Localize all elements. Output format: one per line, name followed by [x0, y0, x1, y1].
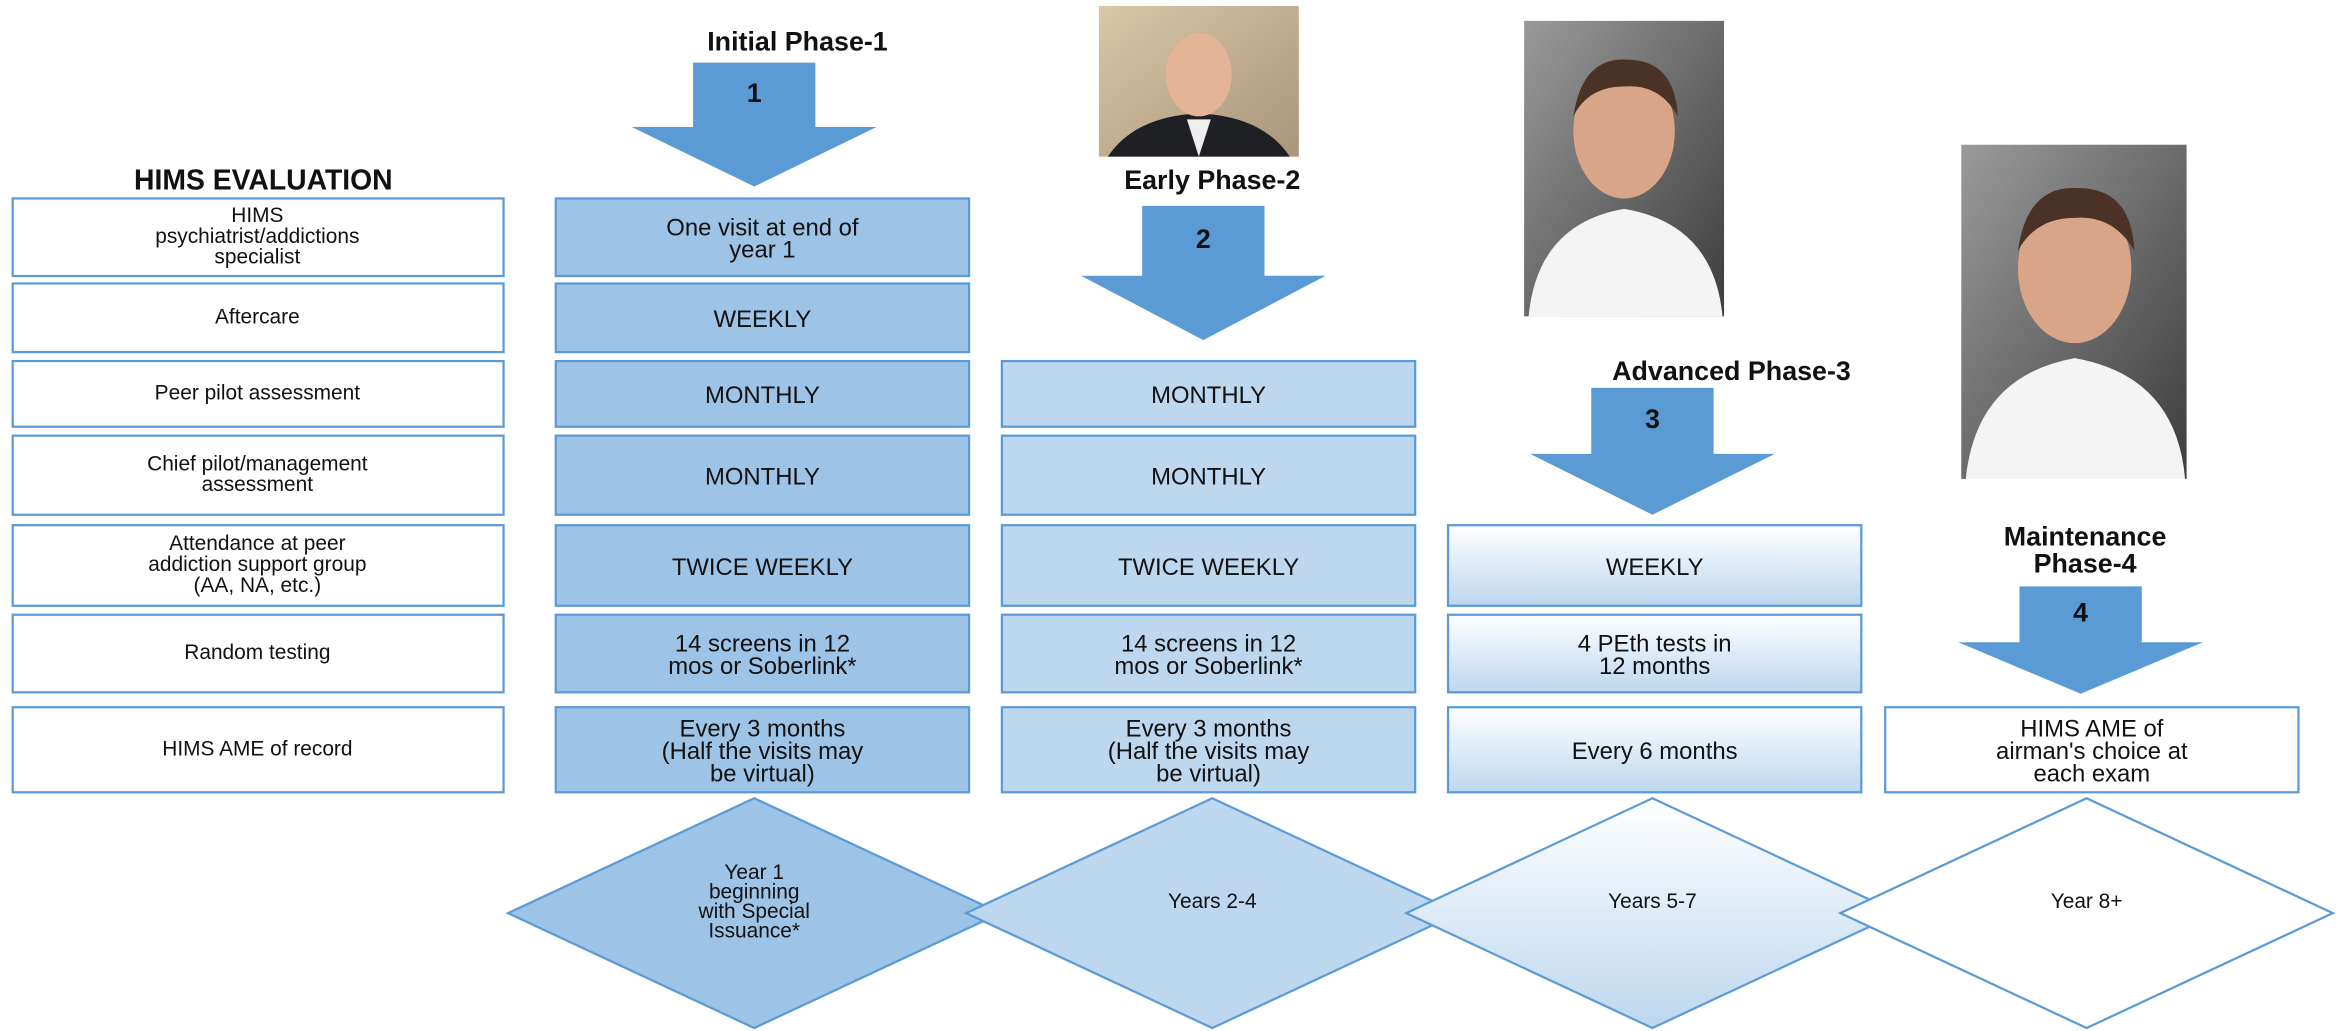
phase-title: Early Phase-2	[1124, 165, 1300, 195]
cell-text: MONTHLY	[705, 464, 820, 491]
phase-cell	[1446, 613, 1863, 694]
cell-text: 12 months	[1599, 653, 1710, 680]
phase-cell	[554, 613, 971, 694]
duration-text: with Special	[698, 900, 810, 923]
row-label: Chief pilot/management	[147, 452, 368, 475]
cell-text: 4 PEth tests in	[1578, 631, 1732, 658]
cell-text: year 1	[729, 237, 795, 264]
row-label: Attendance at peer	[169, 532, 345, 555]
cell-text: (Half the visits may	[1108, 738, 1310, 765]
phase-cell	[1000, 706, 1417, 794]
photo	[1098, 5, 1299, 157]
cell-text: Every 3 months	[1126, 716, 1292, 743]
duration-text: beginning	[709, 881, 800, 904]
duration-text: Year 1	[724, 861, 784, 884]
cell-text: each exam	[2033, 760, 2150, 787]
duration-diamond	[1403, 797, 1902, 1030]
cell-text: MONTHLY	[1151, 464, 1266, 491]
row-label: specialist	[214, 246, 300, 269]
phase-cell	[1446, 524, 1863, 607]
phase-cell	[554, 359, 971, 428]
row-label: Random testing	[184, 641, 330, 664]
row-label-box	[11, 282, 505, 354]
cell-text: MONTHLY	[1151, 382, 1266, 409]
cell-text: HIMS AME of	[2020, 716, 2164, 743]
cell-text: One visit at end of	[666, 214, 859, 241]
cell-text: airman's choice at	[1996, 738, 2188, 765]
row-label: (AA, NA, etc.)	[194, 574, 322, 597]
row-label: Aftercare	[215, 305, 300, 328]
duration-text: Years 5-7	[1608, 890, 1697, 913]
photo	[1961, 144, 2187, 479]
phase-cell	[554, 197, 971, 278]
cell-text: mos or Soberlink*	[668, 653, 856, 680]
phase-cell	[1884, 706, 2300, 794]
duration-diamond	[505, 797, 1004, 1030]
row-label: HIMS AME of record	[162, 737, 352, 760]
duration-text: Year 8+	[2051, 890, 2123, 913]
phase-number: 2	[1196, 224, 1211, 254]
phase-number: 1	[747, 78, 762, 108]
phase-number: 3	[1645, 404, 1660, 434]
row-label: HIMS	[231, 204, 283, 227]
row-label: psychiatrist/addictions	[155, 225, 359, 248]
phase-cell	[1000, 359, 1417, 428]
row-label-box	[11, 434, 505, 516]
phase-cell	[554, 524, 971, 607]
row-label-box	[11, 524, 505, 607]
row-label-box	[11, 706, 505, 794]
cell-text: MONTHLY	[705, 382, 820, 409]
phase-cell	[1000, 434, 1417, 516]
phase-cell	[1000, 524, 1417, 607]
cell-text: TWICE WEEKLY	[1118, 554, 1299, 581]
phase-cell	[1446, 706, 1863, 794]
phase-title: Phase-4	[2034, 549, 2137, 579]
row-label-box	[11, 359, 505, 428]
cell-text: WEEKLY	[1606, 554, 1704, 581]
cell-text: (Half the visits may	[662, 738, 864, 765]
phase-title: Maintenance	[2004, 522, 2167, 552]
cell-text: 14 screens in 12	[675, 631, 850, 658]
phase-number: 4	[2073, 597, 2088, 627]
cell-text: be virtual)	[710, 760, 815, 787]
row-label: assessment	[202, 473, 314, 496]
cell-text: WEEKLY	[714, 306, 812, 333]
phase-cell	[554, 706, 971, 794]
duration-text: Years 2-4	[1168, 890, 1257, 913]
phase-cell	[1000, 613, 1417, 694]
row-label-box	[11, 613, 505, 694]
duration-diamond	[963, 797, 1462, 1030]
phase-cell	[554, 282, 971, 354]
phase-title: Advanced Phase-3	[1612, 356, 1851, 386]
phase-arrow	[1530, 387, 1775, 515]
cell-text: Every 3 months	[680, 716, 846, 743]
duration-text: Issuance*	[708, 919, 800, 942]
cell-text: mos or Soberlink*	[1114, 653, 1302, 680]
cell-text: be virtual)	[1156, 760, 1261, 787]
row-label: addiction support group	[148, 553, 366, 576]
photo	[1524, 20, 1725, 317]
phase-cell	[554, 434, 971, 516]
evaluation-title: HIMS EVALUATION	[134, 165, 393, 197]
cell-text: Every 6 months	[1572, 738, 1738, 765]
phase-title: Initial Phase-1	[707, 26, 888, 56]
row-label: Peer pilot assessment	[155, 381, 361, 404]
cell-text: 14 screens in 12	[1121, 631, 1296, 658]
duration-diamond	[1837, 797, 2336, 1030]
cell-text: TWICE WEEKLY	[672, 554, 853, 581]
phase-arrow	[1080, 205, 1326, 341]
row-label-box	[11, 197, 505, 278]
